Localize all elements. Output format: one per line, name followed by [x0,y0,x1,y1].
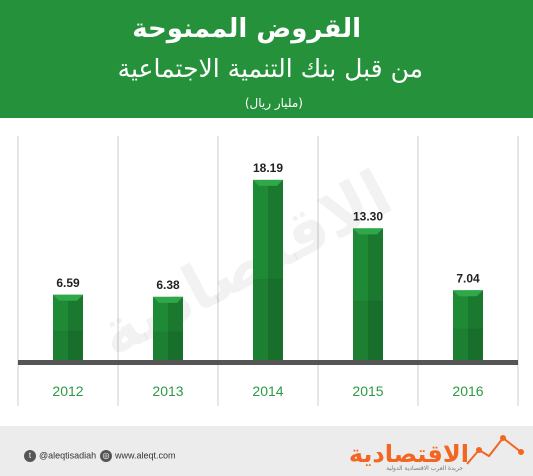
bar-lower-shade [253,278,283,360]
year-label: 2013 [152,383,183,399]
value-label: 7.04 [456,271,480,285]
year-label: 2012 [52,383,83,399]
unit-label: (مليار ريال) [244,96,303,110]
bar-2016 [453,290,483,360]
value-label: 6.38 [156,278,180,292]
value-label: 6.59 [56,276,80,290]
value-label: 13.30 [353,209,383,223]
bar-shade [68,294,83,360]
bar-2013 [153,296,183,360]
bar-shade [268,179,283,360]
globe-icon: ◎ [100,450,112,462]
bar-2015 [353,228,383,360]
twitter-icon: t [24,450,36,462]
bar-2014 [253,179,283,360]
website-link[interactable]: ◎ www.aleqt.com [100,450,176,462]
website-url-text: www.aleqt.com [115,450,176,461]
value-label: 18.19 [253,161,283,175]
bar-lower-shade [53,330,83,360]
bar-cap [453,290,483,297]
chart-subtitle: من قبل بنك التنمية الاجتماعية [117,54,423,83]
newspaper-tagline: جريدة العرب الاقتصادية الدولية [386,465,463,472]
bar-lower-shade [453,328,483,360]
bar-cap [153,296,183,303]
bar-body [453,290,483,360]
bar-cap [353,228,383,235]
bar-lower-shade [353,300,383,360]
twitter-handle[interactable]: t @aleqtisadiah [24,450,96,462]
bar-shade [168,296,183,360]
chart-title: القروض الممنوحة [132,14,361,44]
bar-shade [468,290,483,360]
bar-body [253,179,283,360]
year-label: 2015 [352,383,383,399]
newspaper-logo: الاقتصادية [348,440,469,468]
bar-cap [253,179,283,186]
footer: t @aleqtisadiah ◎ www.aleqt.com [0,426,533,476]
year-label: 2016 [452,383,483,399]
bar-body [353,228,383,360]
bar-lower-shade [153,331,183,360]
bar-cap [53,294,83,301]
twitter-handle-text: @aleqtisadiah [39,450,97,461]
year-label: 2014 [252,383,283,399]
bar-body [53,294,83,360]
bar-body [153,296,183,360]
bar-2012 [53,294,83,360]
chart-header: القروض الممنوحة من قبل بنك التنمية الاجت… [0,0,533,118]
trend-line-icon [466,435,524,465]
bar-shade [368,228,383,360]
baseline-band [18,360,518,365]
